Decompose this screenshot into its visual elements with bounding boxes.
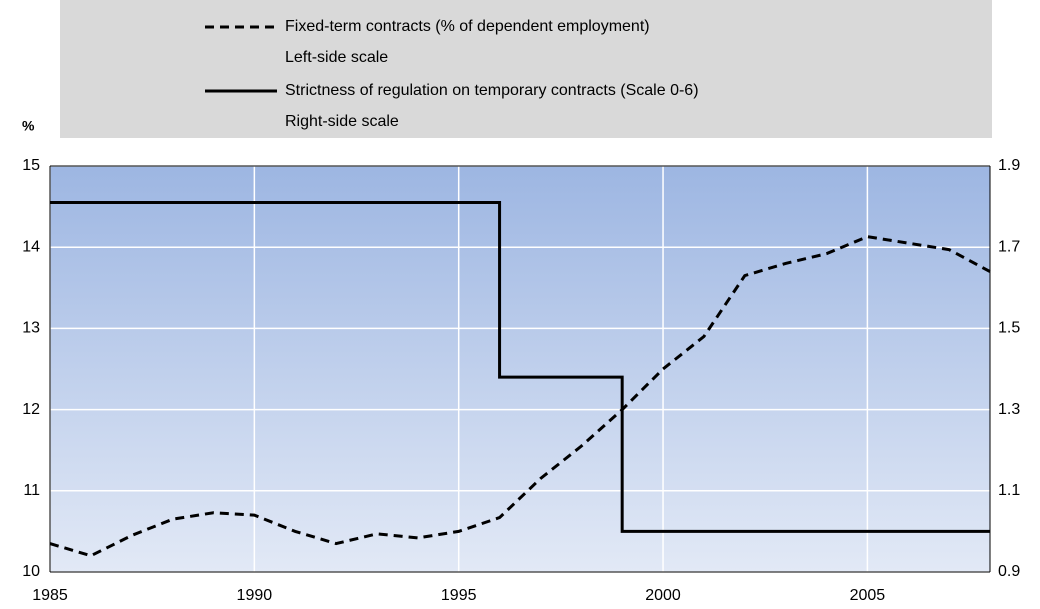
y2-tick-label: 1.1	[998, 482, 1020, 499]
x-tick-label: 1985	[32, 587, 68, 604]
y2-tick-label: 1.9	[998, 157, 1020, 174]
y2-tick-label: 1.7	[998, 238, 1020, 255]
y-tick-label: 15	[22, 157, 40, 174]
y-tick-label: 12	[22, 401, 40, 418]
x-tick-label: 2000	[645, 587, 681, 604]
y-tick-label: 10	[22, 563, 40, 580]
series-line	[50, 201, 990, 533]
x-tick-label: 2005	[850, 587, 886, 604]
x-tick-label: 1990	[237, 587, 273, 604]
y2-tick-label: 1.3	[998, 401, 1020, 418]
y-tick-label: 14	[22, 238, 40, 255]
x-tick-label: 1995	[441, 587, 477, 604]
plot-area	[50, 166, 990, 572]
y2-tick-label: 1.5	[998, 320, 1020, 337]
y2-tick-label: 0.9	[998, 563, 1020, 580]
y-tick-label: 13	[22, 320, 40, 337]
y-axis-label: %	[22, 118, 35, 134]
legend-label: Strictness of regulation on temporary co…	[285, 82, 699, 99]
legend-label: Fixed-term contracts (% of dependent emp…	[285, 18, 650, 35]
y-tick-label: 11	[23, 482, 40, 499]
legend-box	[60, 0, 992, 138]
series-line	[49, 235, 991, 558]
legend-note: Left-side scale	[285, 49, 388, 66]
legend-note: Right-side scale	[285, 113, 399, 130]
